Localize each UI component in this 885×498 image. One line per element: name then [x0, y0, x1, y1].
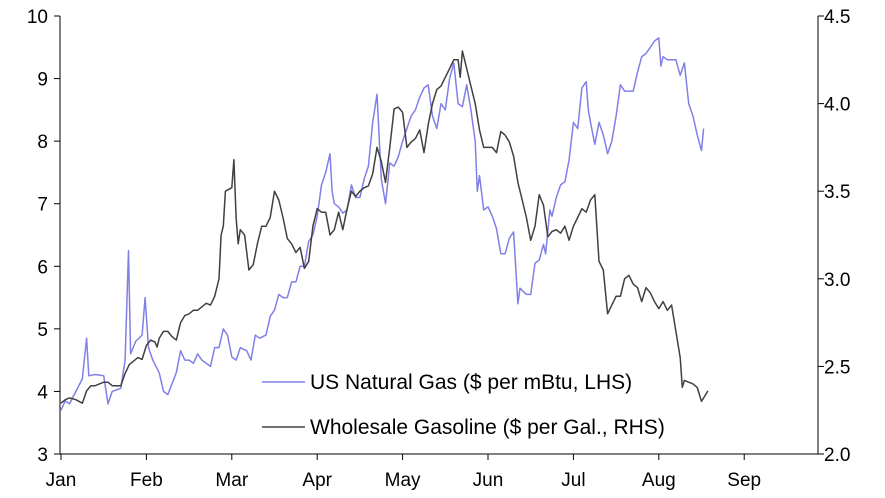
- legend: US Natural Gas ($ per mBtu, LHS) Wholesa…: [262, 371, 665, 439]
- left-tick-label: 9: [37, 70, 48, 91]
- series-line-0: [60, 37, 705, 411]
- legend-label-gasoline: Wholesale Gasoline ($ per Gal., RHS): [310, 416, 665, 439]
- series-layer: [60, 37, 709, 411]
- x-tick-label-sep: Sep: [727, 470, 761, 491]
- left-y-axis-ticks: 3 4 5 6 7 8 9 10: [27, 7, 60, 466]
- x-axis-ticks: Jan Feb Mar Apr May Jun Jul Aug Sep: [46, 454, 761, 491]
- x-tick-label-apr: Apr: [302, 470, 332, 491]
- right-tick-label: 2.5: [824, 357, 850, 378]
- left-tick-label: 10: [27, 7, 48, 28]
- left-tick-label: 8: [37, 132, 48, 153]
- x-tick-label-jan: Jan: [46, 470, 77, 491]
- series-line-1: [60, 50, 709, 404]
- left-tick-label: 7: [37, 195, 48, 216]
- x-tick-label-jul: Jul: [561, 470, 585, 491]
- right-tick-label: 4.0: [824, 95, 850, 116]
- x-tick-label-jun: Jun: [473, 470, 504, 491]
- right-tick-label: 3.0: [824, 270, 850, 291]
- x-tick-label-may: May: [385, 470, 421, 491]
- left-tick-label: 3: [37, 445, 48, 466]
- left-tick-label: 4: [37, 382, 48, 403]
- right-tick-label: 4.5: [824, 7, 850, 28]
- right-tick-label: 2.0: [824, 445, 850, 466]
- left-tick-label: 5: [37, 320, 48, 341]
- x-tick-label-aug: Aug: [642, 470, 676, 491]
- chart-axes: [59, 16, 819, 455]
- right-tick-label: 3.5: [824, 182, 850, 203]
- right-y-axis-ticks: 2.0 2.5 3.0 3.5 4.0 4.5: [818, 7, 850, 466]
- left-tick-label: 6: [37, 257, 48, 278]
- legend-item-gasoline: Wholesale Gasoline ($ per Gal., RHS): [262, 416, 665, 439]
- legend-label-natural-gas: US Natural Gas ($ per mBtu, LHS): [310, 371, 632, 394]
- legend-item-natural-gas: US Natural Gas ($ per mBtu, LHS): [262, 371, 632, 394]
- x-tick-label-mar: Mar: [215, 470, 248, 491]
- x-tick-label-feb: Feb: [130, 470, 163, 491]
